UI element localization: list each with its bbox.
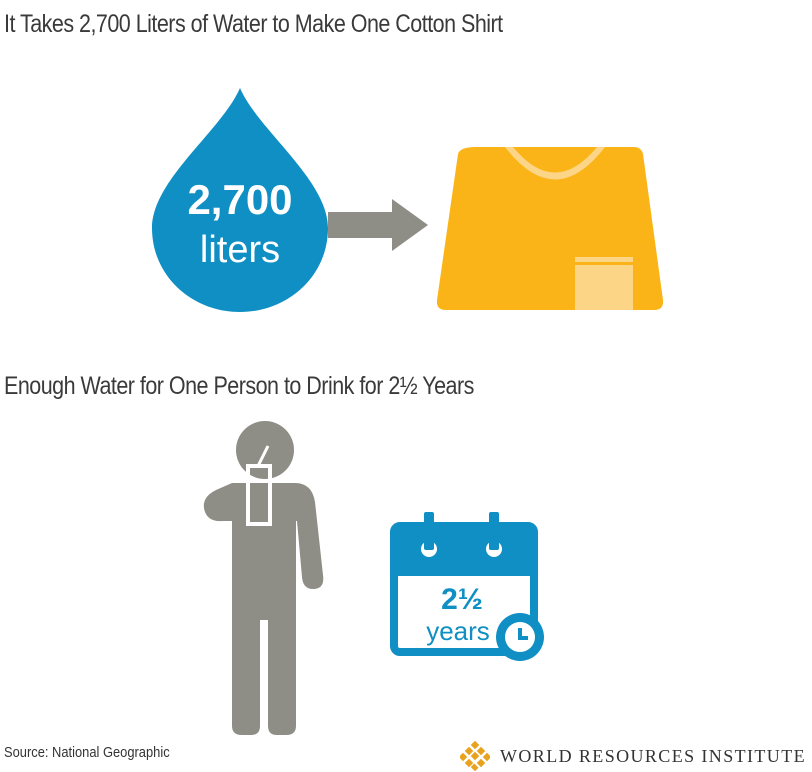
title-top: It Takes 2,700 Liters of Water to Make O… bbox=[4, 10, 503, 38]
drop-unit: liters bbox=[200, 229, 280, 271]
calendar-value: 2½ bbox=[441, 583, 483, 616]
calendar-unit: years bbox=[426, 616, 490, 646]
source-note: Source: National Geographic bbox=[4, 744, 170, 761]
title-bottom: Enough Water for One Person to Drink for… bbox=[4, 372, 474, 400]
wri-logo-text: WORLD RESOURCES INSTITUTE bbox=[500, 745, 806, 766]
clock-icon bbox=[496, 613, 544, 661]
drop-value: 2,700 bbox=[187, 176, 292, 223]
wri-logo-icon bbox=[460, 741, 490, 771]
calendar-icon bbox=[390, 512, 538, 656]
person-drinking-icon bbox=[203, 421, 324, 735]
wri-logo: WORLD RESOURCES INSTITUTE bbox=[460, 741, 806, 771]
shirt-icon bbox=[436, 147, 664, 310]
arrow-right-icon bbox=[328, 199, 428, 251]
water-drop-icon bbox=[152, 88, 328, 312]
